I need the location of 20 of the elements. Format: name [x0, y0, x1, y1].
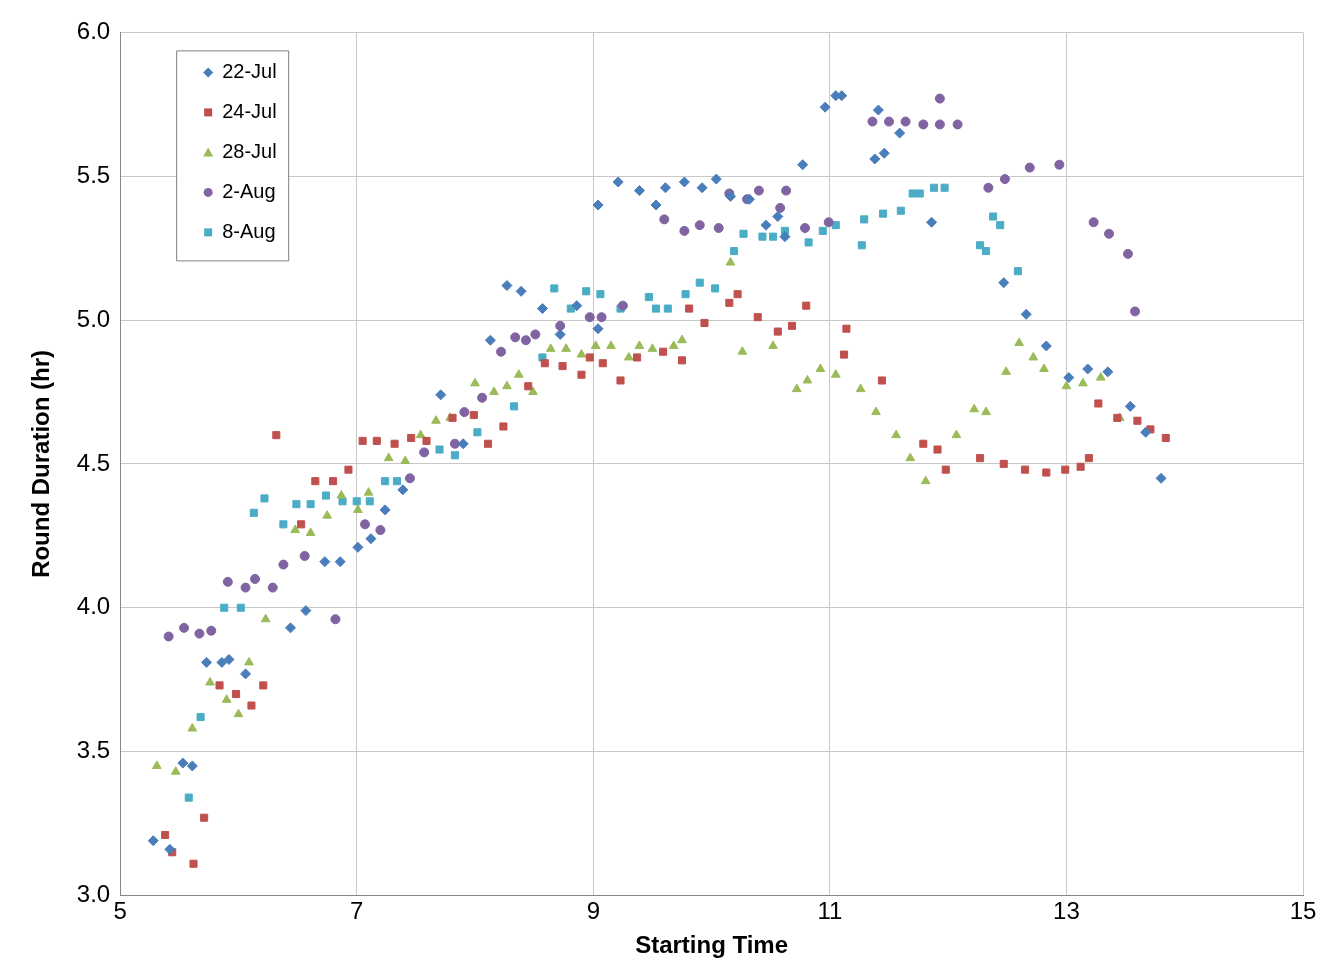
y-tick-label: 5.0 [76, 304, 111, 332]
y-axis-title: Round Duration (hr) [27, 349, 55, 578]
y-tick-label: 4.0 [76, 592, 111, 620]
x-tick-label: 11 [817, 897, 843, 925]
x-tick-label: 15 [1289, 897, 1317, 925]
y-tick-label: 3.5 [76, 736, 111, 764]
x-tick-label: 9 [586, 897, 600, 925]
y-tick-label: 3.0 [76, 880, 111, 908]
x-tick-label: 13 [1053, 897, 1080, 925]
legend-label: 22-Jul [222, 59, 277, 82]
legend-label: 28-Jul [222, 139, 277, 162]
legend-label: 24-Jul [222, 99, 277, 122]
x-axis-title: Starting Time [635, 931, 789, 959]
x-tick-label: 7 [350, 897, 364, 925]
x-tick-label: 5 [113, 897, 127, 925]
legend-label: 2-Aug [222, 179, 276, 202]
y-tick-label: 6.0 [76, 17, 111, 45]
legend-label: 8-Aug [222, 219, 276, 242]
y-tick-label: 4.5 [76, 448, 111, 476]
y-tick-label: 5.5 [76, 160, 111, 188]
